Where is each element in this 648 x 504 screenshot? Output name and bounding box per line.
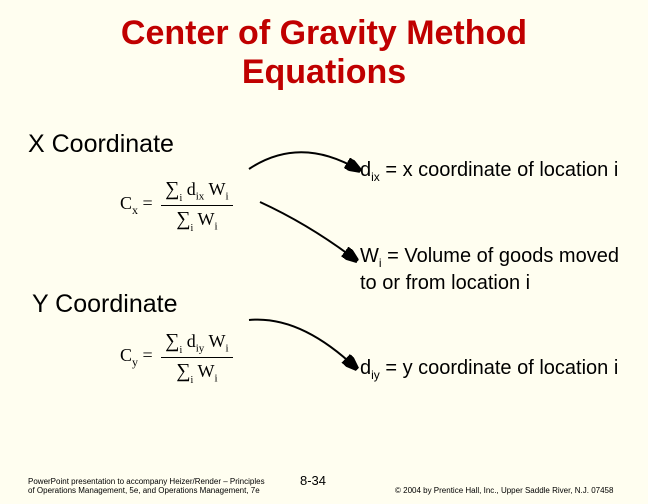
title-line1: Center of Gravity Method (121, 14, 527, 52)
equation-cy: Cy = ∑i diy Wi ∑i Wi (120, 330, 233, 384)
arrow-wi (260, 202, 356, 260)
slide-title: Center of Gravity Method Equations (0, 0, 648, 92)
y-coordinate-label: Y Coordinate (32, 290, 177, 319)
arrow-dix (249, 152, 359, 170)
definition-wi: Wi = Volume of goods moved to or from lo… (360, 244, 630, 296)
arrow-diy (249, 320, 356, 368)
x-coordinate-label: X Coordinate (28, 130, 174, 159)
definition-diy: diy = y coordinate of location i (360, 356, 630, 383)
title-line2: Equations (242, 53, 406, 91)
equation-cx: Cx = ∑i dix Wi ∑i Wi (120, 178, 233, 232)
footer-page-number: 8-34 (300, 473, 326, 488)
definition-dix: dix = x coordinate of location i (360, 158, 630, 185)
footer-copyright: © 2004 by Prentice Hall, Inc., Upper Sad… (395, 486, 635, 496)
footer-left: PowerPoint presentation to accompany Hei… (28, 477, 268, 496)
